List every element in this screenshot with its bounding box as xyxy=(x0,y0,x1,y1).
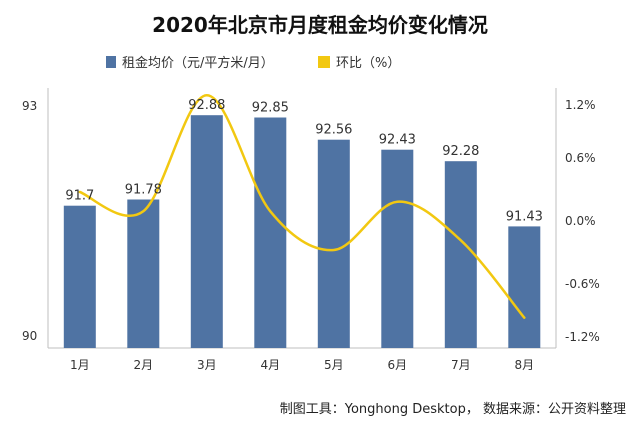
bar xyxy=(127,199,160,348)
legend-label-bar: 租金均价（元/平方米/月） xyxy=(122,55,274,71)
bar xyxy=(63,205,96,348)
x-tick-label: 4月 xyxy=(260,358,280,372)
bar-data-labels: 91.7 91.78 92.88 92.85 92.56 92.43 92.28 91.43 xyxy=(65,98,543,224)
bar-value-label: 92.88 xyxy=(188,98,225,113)
right-tick-0-0: 0.0% xyxy=(565,214,596,228)
x-tick-label: 1月 xyxy=(70,358,90,372)
footer-source: 制图工具：Yonghong Desktop， 数据来源：公开资料整理 xyxy=(280,402,626,417)
x-tick-label: 6月 xyxy=(387,358,407,372)
x-axis-ticks: 1月 2月 3月 4月 5月 6月 7月 8月 xyxy=(70,358,534,372)
legend-swatch-bar xyxy=(106,56,116,68)
bar-series xyxy=(63,115,541,348)
left-axis: 93 90 xyxy=(22,88,49,348)
bar-value-label: 91.7 xyxy=(65,189,94,204)
x-tick-label: 3月 xyxy=(197,358,217,372)
bar-value-label: 92.28 xyxy=(442,144,479,159)
bar-value-label: 91.43 xyxy=(506,209,543,224)
left-tick-bottom: 90 xyxy=(22,329,37,343)
right-tick-neg-1-2: -1.2% xyxy=(565,330,600,344)
bar xyxy=(190,115,223,348)
x-tick-label: 5月 xyxy=(324,358,344,372)
bar xyxy=(444,161,477,348)
legend-label-line: 环比（%） xyxy=(336,56,400,71)
legend: 租金均价（元/平方米/月） 环比（%） xyxy=(106,55,400,71)
right-axis: 1.2% 0.6% 0.0% -0.6% -1.2% xyxy=(555,88,600,348)
bar xyxy=(317,139,350,348)
right-tick-1-2: 1.2% xyxy=(565,98,596,112)
x-tick-label: 8月 xyxy=(514,358,534,372)
trend-line xyxy=(78,94,526,319)
left-tick-top: 93 xyxy=(22,99,37,113)
bar xyxy=(254,117,287,348)
bar xyxy=(508,226,541,348)
legend-swatch-line xyxy=(318,56,330,68)
bar-value-label: 92.85 xyxy=(252,101,289,116)
right-tick-0-6: 0.6% xyxy=(565,151,596,165)
bar-value-label: 91.78 xyxy=(125,183,162,198)
chart-title: 2020年北京市月度租金均价变化情况 xyxy=(152,13,488,37)
x-tick-label: 7月 xyxy=(451,358,471,372)
bar-value-label: 92.43 xyxy=(379,133,416,148)
bar xyxy=(381,149,414,348)
x-tick-label: 2月 xyxy=(133,358,153,372)
right-tick-neg-0-6: -0.6% xyxy=(565,277,600,291)
bar-value-label: 92.56 xyxy=(315,123,352,138)
